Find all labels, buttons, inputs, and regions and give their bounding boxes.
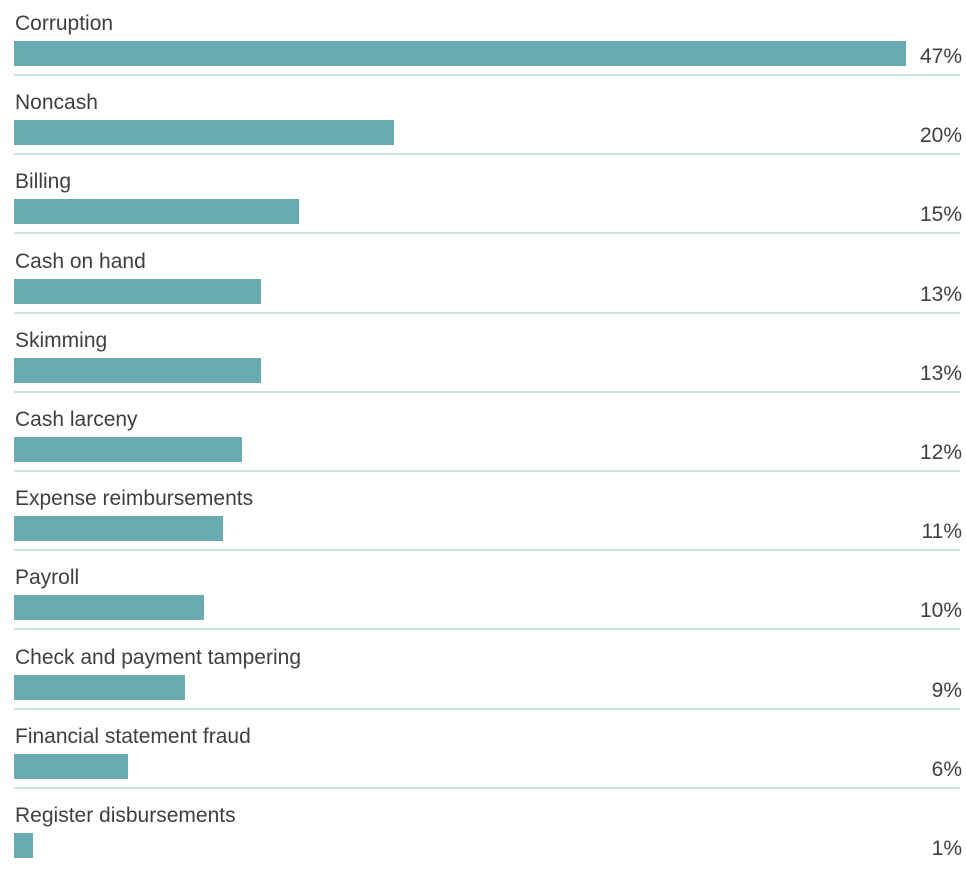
bar (14, 357, 261, 383)
value-label: 6% (931, 757, 962, 781)
category-label: Billing (15, 170, 72, 194)
value-label: 20% (919, 124, 962, 148)
row-divider (14, 232, 960, 235)
value-label: 15% (919, 203, 962, 227)
row-divider (14, 153, 960, 156)
value-label: 9% (931, 678, 962, 702)
bar-row: Payroll 10% (0, 556, 966, 634)
bar-row: Billing 15% (0, 160, 966, 238)
bar-row: Expense reimbursements 11% (0, 477, 966, 555)
row-divider (14, 628, 960, 631)
category-label: Cash on hand (15, 249, 146, 273)
value-label: 1% (931, 837, 962, 860)
bar (14, 753, 128, 779)
category-label: Financial statement fraud (15, 724, 251, 748)
bar-row: Check and payment tampering 9% (0, 636, 966, 714)
category-label: Register disbursements (15, 804, 236, 827)
row-divider (14, 707, 960, 710)
value-label: 11% (921, 520, 962, 544)
category-label: Cash larceny (15, 408, 138, 431)
value-label: 13% (919, 282, 962, 306)
bar-row: Financial statement fraud 6% (0, 715, 966, 793)
row-divider (14, 470, 960, 472)
bar (14, 674, 185, 700)
row-divider (14, 549, 960, 552)
value-label: 10% (919, 599, 962, 623)
value-label: 12% (919, 441, 962, 464)
category-label: Payroll (15, 566, 80, 590)
bar (14, 437, 242, 462)
bar-row: Noncash 20% (0, 81, 966, 159)
bar (14, 833, 33, 858)
row-divider (14, 390, 960, 393)
bar (14, 120, 394, 146)
row-divider (14, 786, 960, 789)
bar (14, 595, 204, 621)
category-label: Check and payment tampering (15, 645, 301, 669)
bar (14, 41, 906, 66)
row-divider (14, 311, 960, 314)
category-label: Skimming (15, 328, 108, 352)
value-label: 47% (919, 45, 962, 68)
bar-row: Skimming 13% (0, 319, 966, 397)
bar (14, 278, 261, 304)
bar-row: Cash larceny 12% (0, 398, 966, 476)
bar-row: Register disbursements 1% (0, 794, 966, 872)
bar (14, 516, 223, 542)
row-divider (14, 74, 960, 76)
category-label: Expense reimbursements (15, 487, 254, 511)
category-label: Corruption (15, 12, 114, 35)
bar (14, 199, 299, 225)
bar-row: Cash on hand 13% (0, 240, 966, 318)
value-label: 13% (919, 361, 962, 385)
bar-row: Corruption 47% (0, 2, 966, 80)
category-label: Noncash (15, 91, 98, 115)
